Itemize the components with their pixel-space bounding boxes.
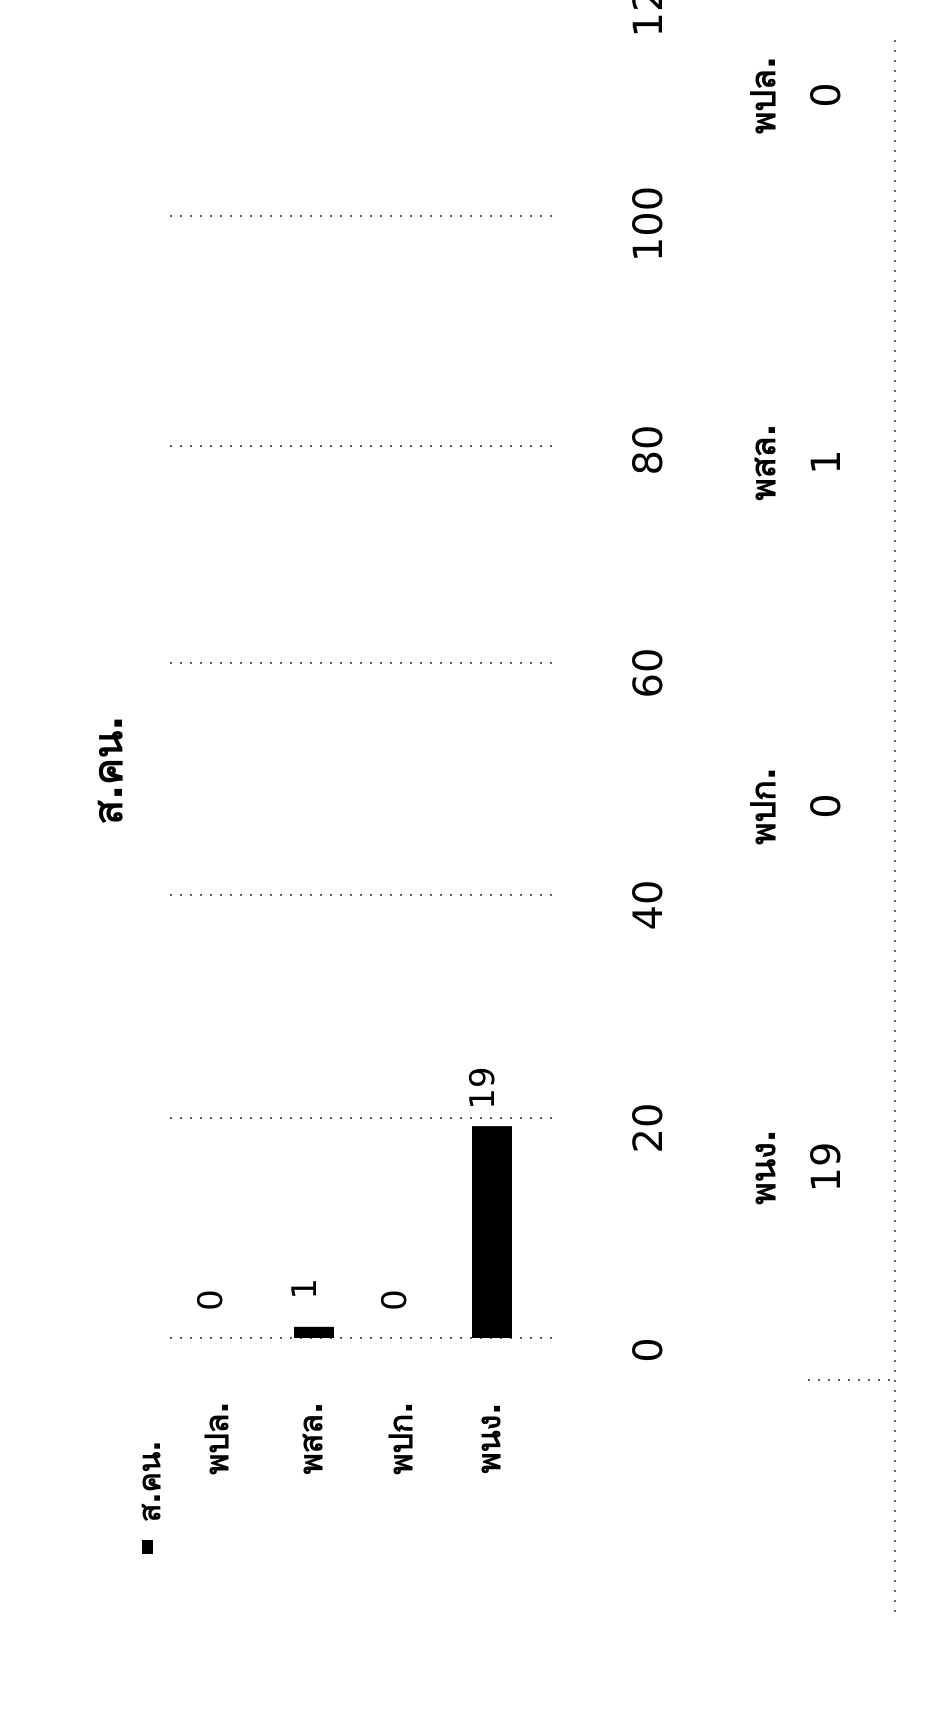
category-label-2: พปก. xyxy=(382,1402,420,1475)
category-label-1: พนง. xyxy=(470,1403,508,1474)
x-tick-label-3: 40 xyxy=(626,880,672,931)
table-header-1: พนง. xyxy=(744,1129,784,1204)
x-tick-label-5: 80 xyxy=(626,425,672,476)
bars-layer xyxy=(294,1126,512,1338)
data-table: พนง. 19 พปก. 0 พสล. 1 พปล. 0 xyxy=(744,56,850,1204)
table-header-3: พสล. xyxy=(744,424,784,501)
x-tick-label-6: 100 xyxy=(626,186,672,262)
value-labels-layer: 19 0 1 0 xyxy=(191,1067,503,1311)
data-label-3: 1 xyxy=(285,1278,325,1300)
x-tick-label-1: 0 xyxy=(626,1337,672,1362)
table-value-4: 0 xyxy=(804,82,850,107)
data-label-1: 19 xyxy=(463,1067,503,1110)
legend-label: ส.คน. xyxy=(133,1440,168,1522)
data-label-4: 0 xyxy=(191,1289,231,1311)
table-value-3: 1 xyxy=(804,449,850,474)
category-label-3: พสล. xyxy=(292,1402,330,1474)
x-tick-label-2: 20 xyxy=(626,1103,672,1154)
table-header-4: พปล. xyxy=(744,56,784,134)
category-labels-layer: พนง. พปก. พสล. พปล. xyxy=(198,1401,508,1474)
chart-title: ส.คน. xyxy=(86,716,132,825)
data-label-2: 0 xyxy=(375,1289,415,1311)
table-header-2: พปก. xyxy=(744,767,784,845)
x-axis-ticks: 0 20 40 60 80 100 12 xyxy=(626,0,672,1363)
x-tick-label-7: 12 xyxy=(626,0,672,37)
legend: ส.คน. xyxy=(133,1440,168,1554)
bar-1 xyxy=(472,1126,512,1338)
table-value-2: 0 xyxy=(804,793,850,818)
category-label-4: พปล. xyxy=(198,1401,236,1474)
dotted-grid-traces xyxy=(170,40,896,1620)
table-value-1: 19 xyxy=(804,1142,850,1193)
bar-3 xyxy=(294,1326,334,1338)
legend-swatch xyxy=(142,1540,153,1554)
x-tick-label-4: 60 xyxy=(626,648,672,699)
